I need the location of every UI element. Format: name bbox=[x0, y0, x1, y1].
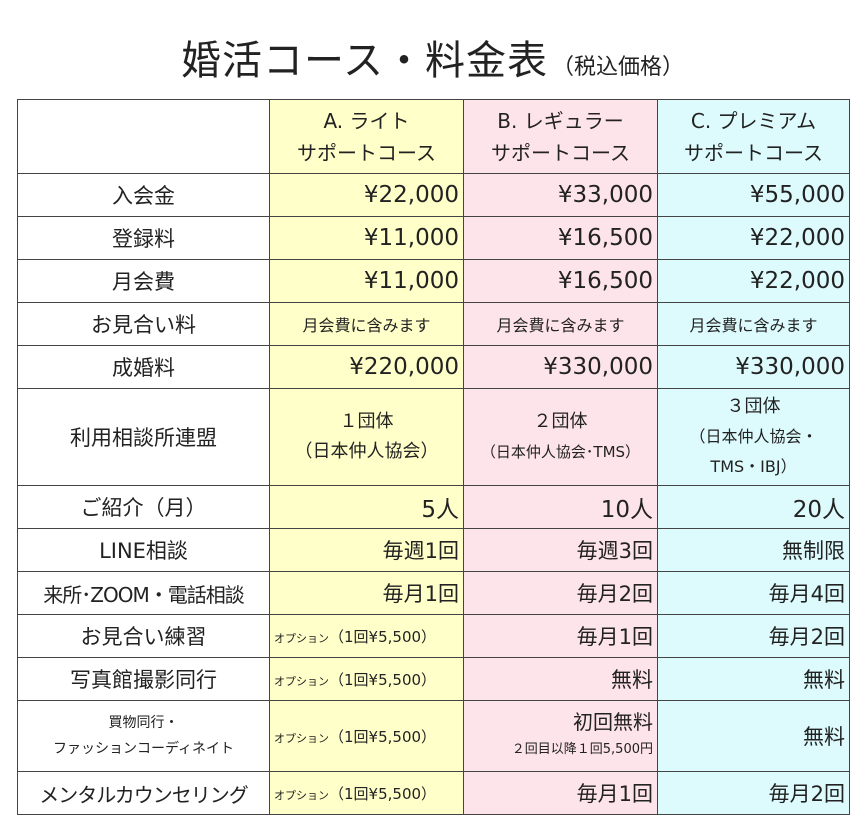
option-cell: オプション（1回¥5,500） bbox=[269, 614, 464, 658]
row-label-meeting-fee: お見合い料 bbox=[17, 302, 270, 346]
title-sub: （税込価格） bbox=[551, 55, 684, 80]
price-cell: ¥22,000 bbox=[269, 173, 464, 217]
row-label-meeting-practice: お見合い練習 bbox=[17, 614, 270, 658]
course-header-premium: C. プレミアム サポートコース bbox=[657, 99, 850, 174]
table-row: 買物同行・ ファッションコーディネイト オプション（1回¥5,500） 初回無料… bbox=[17, 700, 850, 772]
price-cell: ¥16,500 bbox=[463, 216, 658, 260]
row-label-registration: 登録料 bbox=[17, 216, 270, 260]
price-cell: ¥330,000 bbox=[463, 345, 658, 389]
course-header-regular: B. レギュラー サポートコース bbox=[463, 99, 658, 174]
price-cell: ¥220,000 bbox=[269, 345, 464, 389]
row-label-line-consult: LINE相談 bbox=[17, 528, 270, 572]
price-cell: ¥11,000 bbox=[269, 259, 464, 303]
page-title: 婚活コース・料金表 （税込価格） bbox=[0, 28, 865, 86]
table-row: お見合い練習 オプション（1回¥5,500） 毎月1回 毎月2回 bbox=[17, 614, 850, 658]
value-cell: 毎週1回 bbox=[269, 528, 464, 572]
header-blank-cell bbox=[17, 99, 270, 174]
value-cell: 毎月2回 bbox=[657, 771, 850, 815]
value-cell: 無料 bbox=[657, 657, 850, 701]
value-cell: 無料 bbox=[463, 657, 658, 701]
row-label-introductions: ご紹介（月） bbox=[17, 485, 270, 529]
row-label-shopping: 買物同行・ ファッションコーディネイト bbox=[17, 700, 270, 772]
header-row: A. ライト サポートコース B. レギュラー サポートコース C. プレミアム… bbox=[17, 99, 850, 174]
included-note: 月会費に含みます bbox=[463, 302, 658, 346]
value-cell: 毎月4回 bbox=[657, 571, 850, 615]
table-row: 来所･ZOOM・電話相談 毎月1回 毎月2回 毎月4回 bbox=[17, 571, 850, 615]
price-cell: ¥330,000 bbox=[657, 345, 850, 389]
table-row: お見合い料 月会費に含みます 月会費に含みます 月会費に含みます bbox=[17, 302, 850, 346]
value-cell: 10人 bbox=[463, 485, 658, 529]
course-header-lite: A. ライト サポートコース bbox=[269, 99, 464, 174]
federation-cell: ３団体 （日本仲人協会・ TMS・IBJ） bbox=[657, 388, 850, 486]
option-cell: オプション（1回¥5,500） bbox=[269, 657, 464, 701]
included-note: 月会費に含みます bbox=[657, 302, 850, 346]
value-cell: 無制限 bbox=[657, 528, 850, 572]
fee-table: A. ライト サポートコース B. レギュラー サポートコース C. プレミアム… bbox=[17, 99, 850, 815]
table-row: 入会金 ¥22,000 ¥33,000 ¥55,000 bbox=[17, 173, 850, 217]
row-label-counseling: メンタルカウンセリング bbox=[17, 771, 270, 815]
price-cell: ¥22,000 bbox=[657, 216, 850, 260]
table-row: 登録料 ¥11,000 ¥16,500 ¥22,000 bbox=[17, 216, 850, 260]
table-row: 利用相談所連盟 １団体 （日本仲人協会） ２団体 （日本仲人協会･TMS） ３団… bbox=[17, 388, 850, 486]
row-label-admission: 入会金 bbox=[17, 173, 270, 217]
table-row: LINE相談 毎週1回 毎週3回 無制限 bbox=[17, 528, 850, 572]
row-label-monthly: 月会費 bbox=[17, 259, 270, 303]
price-cell: ¥11,000 bbox=[269, 216, 464, 260]
value-cell: 毎月2回 bbox=[463, 571, 658, 615]
table-row: メンタルカウンセリング オプション（1回¥5,500） 毎月1回 毎月2回 bbox=[17, 771, 850, 815]
value-cell: 毎月2回 bbox=[657, 614, 850, 658]
price-cell: ¥22,000 bbox=[657, 259, 850, 303]
value-cell: 無料 bbox=[657, 700, 850, 772]
price-cell: ¥55,000 bbox=[657, 173, 850, 217]
value-cell: 初回無料 ２回目以降１回5,500円 bbox=[463, 700, 658, 772]
row-label-marriage-fee: 成婚料 bbox=[17, 345, 270, 389]
value-cell: 毎週3回 bbox=[463, 528, 658, 572]
price-cell: ¥16,500 bbox=[463, 259, 658, 303]
row-label-visit-consult: 来所･ZOOM・電話相談 bbox=[17, 571, 270, 615]
title-main: 婚活コース・料金表 bbox=[180, 38, 548, 84]
row-label-photo: 写真館撮影同行 bbox=[17, 657, 270, 701]
option-cell: オプション（1回¥5,500） bbox=[269, 771, 464, 815]
table-row: 月会費 ¥11,000 ¥16,500 ¥22,000 bbox=[17, 259, 850, 303]
value-cell: 毎月1回 bbox=[463, 614, 658, 658]
value-cell: 20人 bbox=[657, 485, 850, 529]
value-cell: 毎月1回 bbox=[463, 771, 658, 815]
federation-cell: ２団体 （日本仲人協会･TMS） bbox=[463, 388, 658, 486]
value-cell: 毎月1回 bbox=[269, 571, 464, 615]
included-note: 月会費に含みます bbox=[269, 302, 464, 346]
option-cell: オプション（1回¥5,500） bbox=[269, 700, 464, 772]
row-label-federation: 利用相談所連盟 bbox=[17, 388, 270, 486]
table-row: 写真館撮影同行 オプション（1回¥5,500） 無料 無料 bbox=[17, 657, 850, 701]
value-cell: 5人 bbox=[269, 485, 464, 529]
price-cell: ¥33,000 bbox=[463, 173, 658, 217]
table-row: ご紹介（月） 5人 10人 20人 bbox=[17, 485, 850, 529]
federation-cell: １団体 （日本仲人協会） bbox=[269, 388, 464, 486]
table-row: 成婚料 ¥220,000 ¥330,000 ¥330,000 bbox=[17, 345, 850, 389]
